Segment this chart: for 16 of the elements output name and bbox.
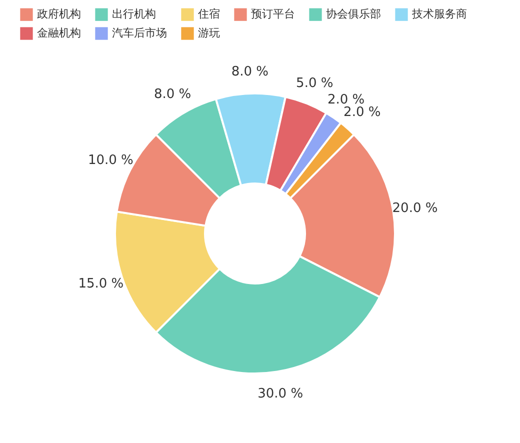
data-label: 8.0 % [231, 64, 268, 80]
data-label: 10.0 % [88, 152, 134, 168]
data-label: 20.0 % [392, 201, 438, 216]
legend-label: 游玩 [198, 26, 220, 40]
legend-label: 出行机构 [112, 8, 156, 21]
data-label: 30.0 % [258, 386, 304, 402]
legend-label: 金融机构 [37, 26, 81, 40]
data-label: 8.0 % [154, 87, 192, 102]
legend-label: 汽车后市场 [112, 26, 167, 40]
legend-label: 协会俱乐部 [326, 8, 381, 21]
data-label: 5.0 % [296, 76, 334, 91]
data-label: 15.0 % [78, 276, 124, 292]
legend-label: 住宿 [198, 8, 220, 21]
legend-label: 预订平台 [251, 8, 295, 21]
legend-label: 技术服务商 [411, 8, 467, 21]
legend-label: 政府机构 [37, 8, 81, 21]
